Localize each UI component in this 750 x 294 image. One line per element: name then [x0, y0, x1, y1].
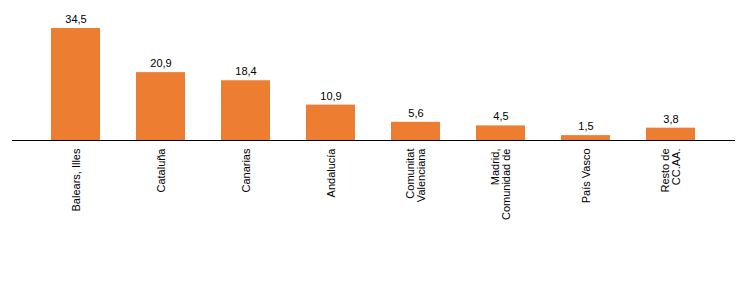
svg-text:1,5: 1,5 — [578, 120, 593, 132]
svg-text:Resto deCC.AA.: Resto deCC.AA. — [659, 149, 682, 193]
svg-text:Andalucía: Andalucía — [325, 148, 337, 198]
svg-text:Madrid,Comunidad de: Madrid,Comunidad de — [489, 149, 512, 221]
svg-text:Cataluña: Cataluña — [155, 148, 167, 193]
svg-text:34,5: 34,5 — [65, 13, 86, 25]
svg-text:4,5: 4,5 — [493, 110, 508, 122]
svg-text:3,8: 3,8 — [663, 113, 678, 125]
svg-text:Balears, Illes: Balears, Illes — [70, 148, 82, 211]
svg-text:País Vasco: País Vasco — [580, 149, 592, 204]
svg-text:10,9: 10,9 — [320, 90, 341, 102]
svg-text:20,9: 20,9 — [150, 57, 171, 69]
svg-text:18,4: 18,4 — [235, 65, 256, 77]
svg-text:5,6: 5,6 — [408, 107, 423, 119]
svg-text:ComunitatValenciana: ComunitatValenciana — [404, 148, 427, 202]
svg-text:Canarias: Canarias — [240, 148, 252, 193]
